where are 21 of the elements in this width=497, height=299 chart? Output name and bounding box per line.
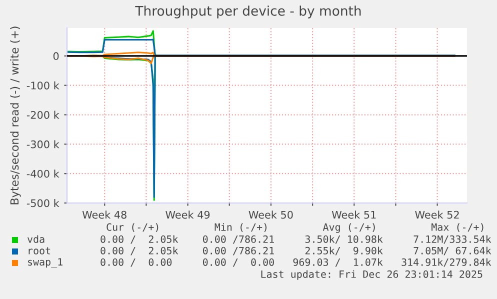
text: 0.00 / 2.05k 0.00 /786.21 2.55k/ 9.90k 7.05M/ 67.64k xyxy=(100,246,492,256)
y-axis-title: Bytes/second read (-) / write (+) xyxy=(10,26,21,204)
text: 0.00 / 2.05k 0.00 /786.21 3.50k/ 10.98k 7.12M/333.54k xyxy=(100,235,492,244)
x-tick-label: Week 49 xyxy=(166,210,210,219)
text: Cur (-/+) Min (-/+) Avg (-/+) Max (-/+) xyxy=(106,223,484,233)
y-tick-label: -300 k xyxy=(26,140,60,148)
x-tick-label: Week 50 xyxy=(248,210,293,219)
x-tick-label: Week 52 xyxy=(415,210,459,219)
legend-label: swap_1 xyxy=(28,258,62,268)
x-tick-label: Week 51 xyxy=(332,210,376,219)
y-tick-label: -100 k xyxy=(26,81,60,90)
chart-title: Throughput per device - by month xyxy=(135,6,361,18)
text: 0.00 / 0.00 0.00 / 0.00 969.03 / 1.07k 314.91k/279.84k xyxy=(100,258,492,267)
legend-label: root xyxy=(28,247,50,254)
x-tick-label: Week 48 xyxy=(82,210,126,219)
legend-label: vda xyxy=(27,235,44,243)
text: Last update: Fri Dec 26 23:01:14 2025 xyxy=(261,270,482,280)
y-tick-label: -400 k xyxy=(26,170,60,178)
y-tick-label: 0 xyxy=(53,52,59,60)
y-tick-label: -500 k xyxy=(26,199,60,208)
y-tick-label: -200 k xyxy=(26,110,60,119)
